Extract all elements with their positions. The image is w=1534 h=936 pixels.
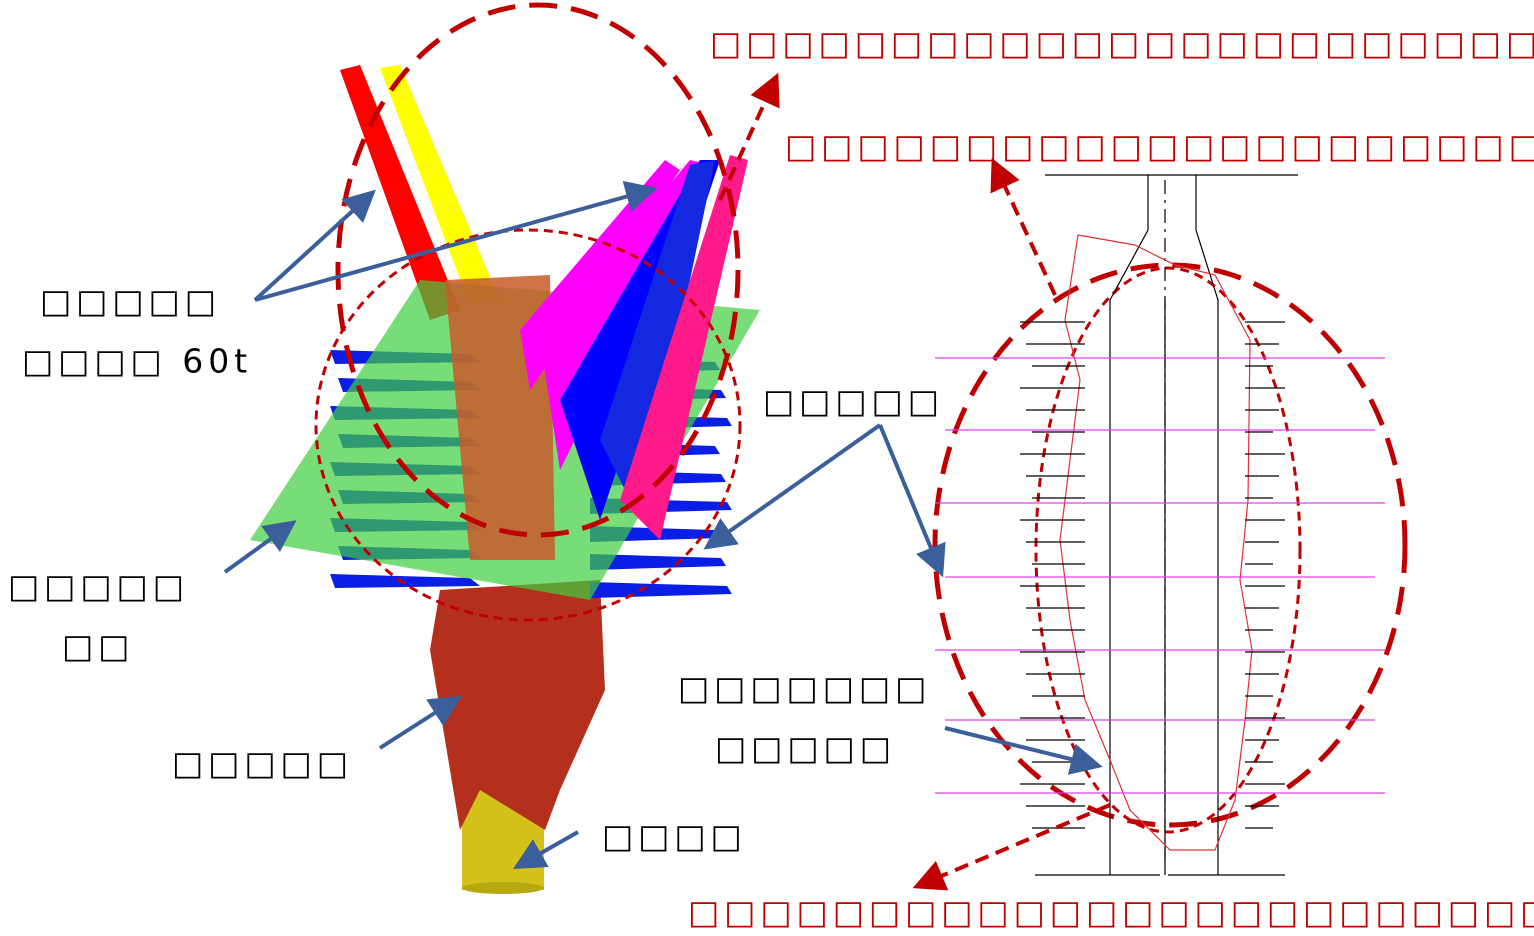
plate xyxy=(330,574,480,588)
top-note: □□□□□□□□□□□□□□□□□□□□□□□□ xyxy=(710,24,1534,63)
arrows xyxy=(223,72,1111,891)
crane-label: □□□□ 60t xyxy=(22,342,252,381)
fan-label: □□□□□ xyxy=(715,729,896,768)
section-drawing xyxy=(935,174,1385,876)
plane-label: □□ xyxy=(62,627,134,666)
bottom-note: □□□□□□□□□□□□□□□□□□□□□□□□□□ xyxy=(688,893,1534,932)
mid-note: □□□□□□□□□□□□□□□□□□□□□□□□□ xyxy=(785,127,1534,166)
model-3d xyxy=(250,65,760,894)
plane-label: □□□□□ xyxy=(8,567,189,606)
ore-label: □□□□□ xyxy=(172,744,353,783)
ore-body xyxy=(430,580,605,830)
fan-label: □□□□□□□ xyxy=(678,669,931,708)
crane-label: □□□□□ xyxy=(40,282,221,321)
plate xyxy=(590,554,726,570)
plate xyxy=(590,582,732,598)
shaft-label: □□□□ xyxy=(602,817,747,856)
fan-label: □□□□□ xyxy=(763,382,944,421)
